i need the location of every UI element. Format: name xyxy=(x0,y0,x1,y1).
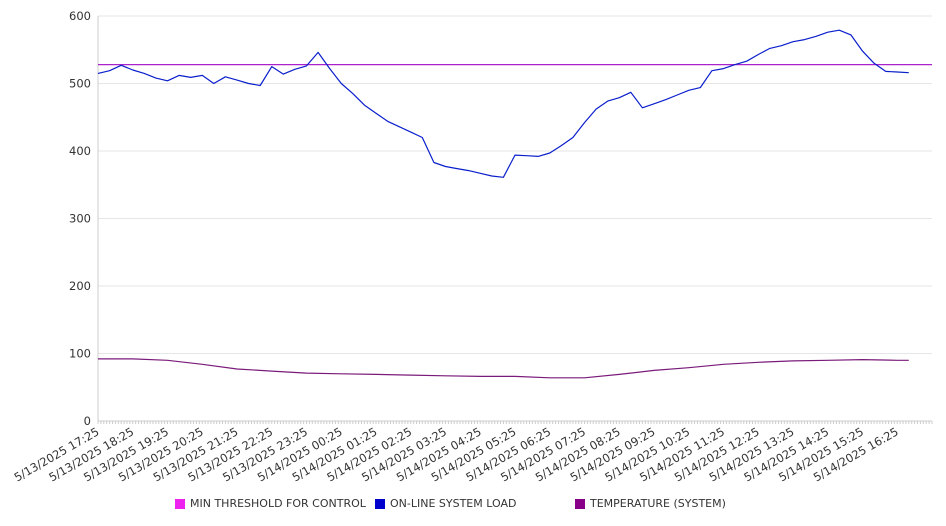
y-tick-label: 600 xyxy=(69,9,91,23)
legend-label-min-threshold: MIN THRESHOLD FOR CONTROL xyxy=(190,497,366,510)
legend-swatch-online-system-load xyxy=(375,498,385,509)
y-tick-label: 0 xyxy=(84,414,91,428)
series-line-online-system-load xyxy=(97,29,909,178)
legend-label-online-system-load: ON-LINE SYSTEM LOAD xyxy=(390,497,517,510)
legend-swatch-temperature-system xyxy=(575,498,585,509)
y-tick-label: 100 xyxy=(69,347,91,361)
legend-item-online-system-load[interactable]: ON-LINE SYSTEM LOAD xyxy=(375,497,516,510)
y-tick-label: 200 xyxy=(69,279,91,293)
gridlines xyxy=(98,15,932,354)
y-tick-labels: 0 100 200 300 400 500 600 xyxy=(69,9,91,428)
legend-item-min-threshold[interactable]: MIN THRESHOLD FOR CONTROL xyxy=(175,497,366,510)
x-tick-labels: 5/13/2025 17:255/13/2025 18:255/13/2025 … xyxy=(12,424,901,484)
axes xyxy=(97,16,933,424)
legend-item-temperature-system[interactable]: TEMPERATURE (SYSTEM) xyxy=(575,497,726,510)
legend-swatch-min-threshold xyxy=(175,498,185,509)
legend-label-temperature-system: TEMPERATURE (SYSTEM) xyxy=(590,497,726,510)
y-tick-label: 400 xyxy=(69,144,91,158)
legend: MIN THRESHOLD FOR CONTROL ON-LINE SYSTEM… xyxy=(0,497,946,515)
y-tick-label: 300 xyxy=(69,212,91,226)
y-tick-label: 500 xyxy=(69,77,91,91)
series-lines xyxy=(97,29,932,379)
series-line-temperature-system xyxy=(98,358,909,379)
